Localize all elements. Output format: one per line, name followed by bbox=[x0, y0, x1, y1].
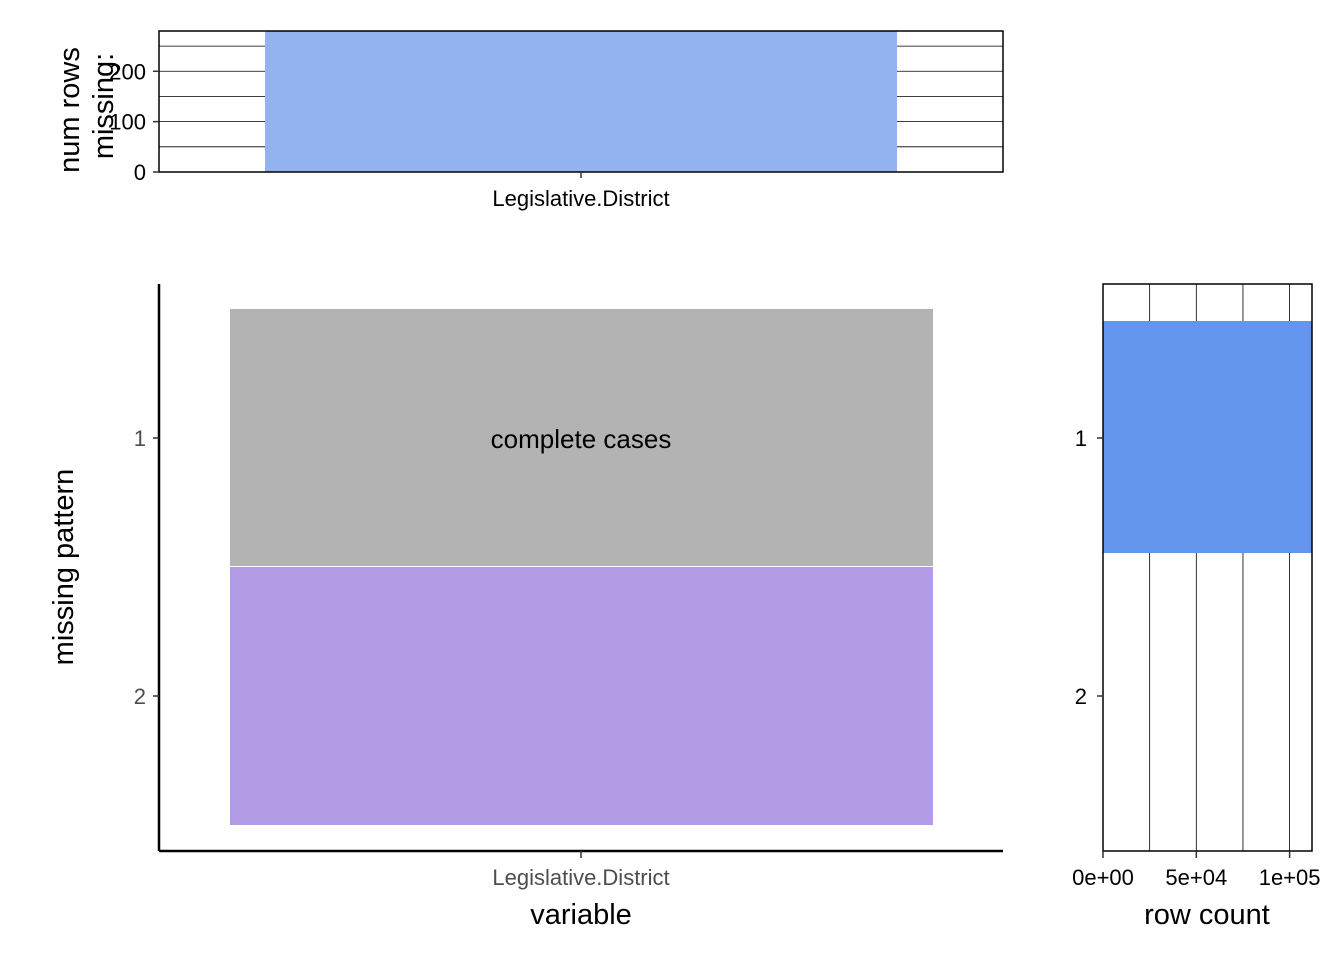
pattern-y-tick-label-2: 2 bbox=[134, 684, 146, 709]
row-count-y-tick-label-2: 2 bbox=[1075, 684, 1087, 709]
missing-count-panel: 0 100 200 Legislative.District num rows mi… bbox=[54, 30, 1004, 211]
row-count-x-tick-label: 5e+04 bbox=[1165, 865, 1227, 890]
missing-count-y-axis-title: num rows missing: bbox=[54, 39, 120, 173]
missing-count-x-tick-label: Legislative.District bbox=[492, 186, 669, 211]
row-count-panel: 1 2 0e+00 5e+04 1e+05 row count bbox=[1072, 283, 1321, 931]
missing-count-bar bbox=[265, 31, 897, 172]
row-count-x-tick-label: 1e+05 bbox=[1259, 865, 1321, 890]
missing-pattern-panel: complete cases 1 2 Legislative.District … bbox=[48, 284, 1003, 931]
row-count-bar-pattern-1 bbox=[1103, 321, 1312, 553]
missing-count-y-tick-label: 200 bbox=[109, 59, 146, 84]
pattern-y-tick-label-1: 1 bbox=[134, 426, 146, 451]
missing-count-y-tick-label: 0 bbox=[134, 160, 146, 185]
row-count-x-ticks: 0e+00 5e+04 1e+05 bbox=[1072, 851, 1321, 890]
missing-count-y-tick-label: 100 bbox=[109, 110, 146, 135]
pattern-1-tile bbox=[230, 309, 933, 566]
row-count-x-axis-title: row count bbox=[1144, 899, 1270, 931]
missing-count-y-axis-title-line-1: num rows bbox=[54, 47, 86, 173]
pattern-x-tick-label: Legislative.District bbox=[492, 865, 669, 890]
pattern-y-axis-title: missing pattern bbox=[48, 469, 80, 666]
row-count-x-tick-label: 0e+00 bbox=[1072, 865, 1134, 890]
missing-count-y-axis-title-line-2: missing: bbox=[88, 53, 120, 159]
pattern-2-tile bbox=[230, 567, 933, 825]
pattern-x-axis-title: variable bbox=[530, 899, 632, 931]
missing-count-y-ticks: 0 100 200 bbox=[109, 59, 159, 185]
complete-cases-annotation: complete cases bbox=[491, 424, 672, 454]
row-count-y-tick-label-1: 1 bbox=[1075, 426, 1087, 451]
row-count-panel-border bbox=[1102, 283, 1313, 852]
